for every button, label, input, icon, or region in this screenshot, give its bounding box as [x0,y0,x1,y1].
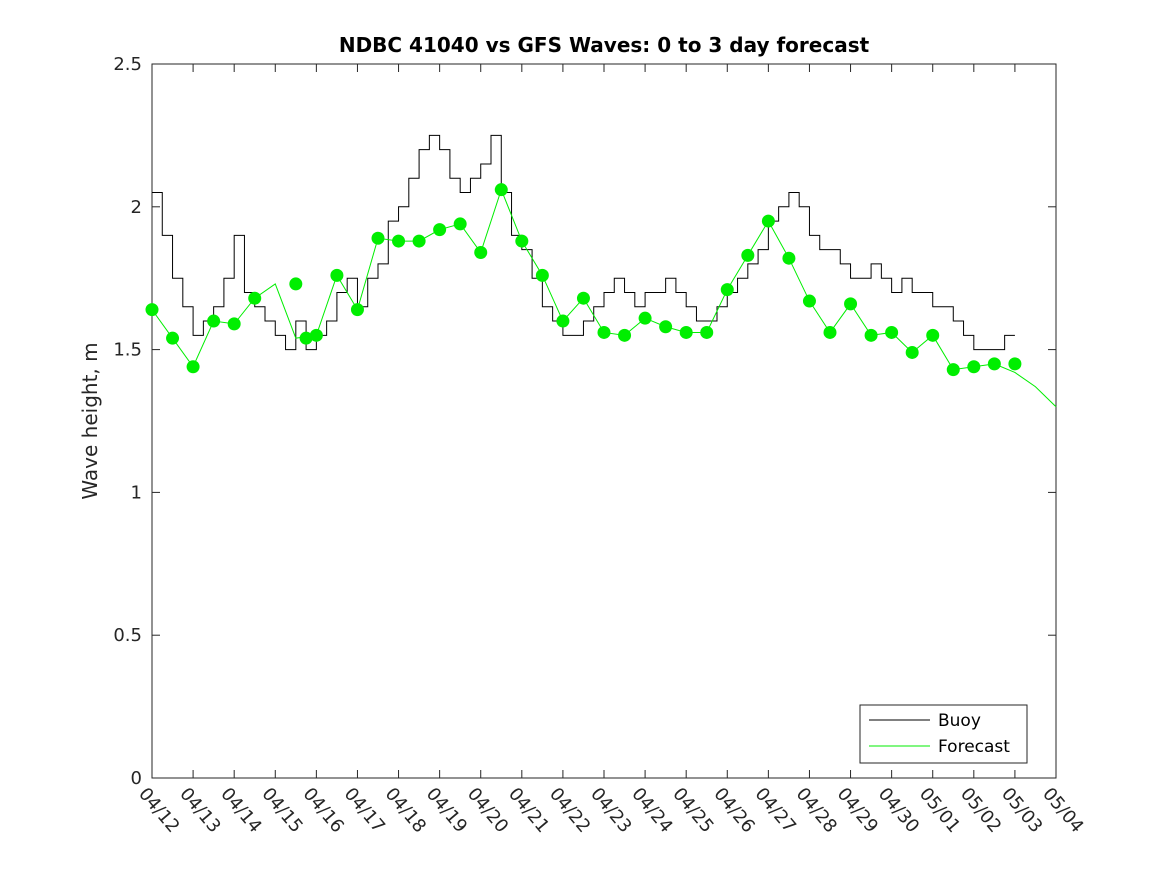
x-tick-label: 04/29 [833,784,882,837]
x-tick-label: 04/25 [668,784,717,837]
forecast-point [741,248,755,262]
forecast-point [248,291,262,305]
x-tick-label: 04/18 [381,784,430,837]
forecast-point [392,234,406,248]
chart-title: NDBC 41040 vs GFS Waves: 0 to 3 day fore… [339,33,870,57]
forecast-point [638,311,652,325]
y-tick-label: 2 [131,197,142,218]
legend: Buoy Forecast [859,704,1028,764]
y-tick-label: 1 [131,482,142,503]
y-tick-label: 1.5 [113,340,142,361]
y-axis-label: Wave height, m [78,342,102,499]
forecast-point [350,303,364,317]
forecast-point [782,251,796,265]
forecast-point [618,328,632,342]
forecast-point [433,223,447,237]
x-tick-label: 04/13 [175,784,224,837]
x-tick-label: 04/17 [340,784,389,837]
y-tick-label: 2.5 [113,54,142,75]
forecast-point [679,325,693,339]
forecast-point [166,331,180,345]
forecast-point [844,297,858,311]
x-tick-label: 04/20 [463,784,512,837]
forecast-point [453,217,467,231]
legend-forecast-label: Forecast [938,737,1010,757]
x-tick-label: 04/28 [792,784,841,837]
forecast-point [535,268,549,282]
x-tick-label: 04/30 [874,784,923,837]
y-tick-label: 0 [131,768,142,789]
forecast-point [309,328,323,342]
x-tick-label: 05/03 [997,784,1046,837]
forecast-point [885,325,899,339]
forecast-point [864,328,878,342]
forecast-point [802,294,816,308]
forecast-point [299,331,313,345]
x-tick-label: 04/21 [504,784,553,837]
y-tick-label: 0.5 [113,625,142,646]
x-tick-label: 04/15 [257,784,306,837]
x-tick-label: 04/27 [751,784,800,837]
forecast-point [474,245,488,259]
forecast-point [720,283,734,297]
x-tick-label: 05/02 [956,784,1005,837]
forecast-point [145,303,159,317]
x-tick-label: 04/12 [134,784,183,837]
legend-box [859,704,1028,764]
forecast-point [515,234,529,248]
x-tick-label: 04/22 [545,784,594,837]
x-tick-label: 04/26 [709,784,758,837]
forecast-point [371,231,385,245]
forecast-point [207,314,221,328]
x-tick-label: 04/23 [586,784,635,837]
x-tick-label: 04/14 [216,784,265,837]
x-tick-label: 05/04 [1038,784,1087,837]
forecast-point [946,363,960,377]
x-tick-label: 04/16 [299,784,348,837]
forecast-point [761,214,775,228]
x-tick-label: 04/19 [422,784,471,837]
x-tick-label: 04/24 [627,784,676,837]
forecast-point [494,183,508,197]
forecast-point [289,277,303,291]
forecast-point [967,360,981,374]
forecast-point [412,234,426,248]
forecast-point [1008,357,1022,371]
forecast-point [186,360,200,374]
forecast-point [700,325,714,339]
forecast-point [227,317,241,331]
forecast-point [905,345,919,359]
x-tick-label: 05/01 [915,784,964,837]
forecast-point [330,268,344,282]
forecast-point [659,320,673,334]
forecast-point [926,328,940,342]
legend-buoy-label: Buoy [938,711,981,731]
plot-area [151,63,1057,779]
y-axis: 0 0.5 1 1.5 2 2.5 [113,54,1056,789]
forecast-point [823,325,837,339]
forecast-point [576,291,590,305]
forecast-point [597,325,611,339]
forecast-point [987,357,1001,371]
forecast-markers [145,183,1022,377]
forecast-point [556,314,570,328]
